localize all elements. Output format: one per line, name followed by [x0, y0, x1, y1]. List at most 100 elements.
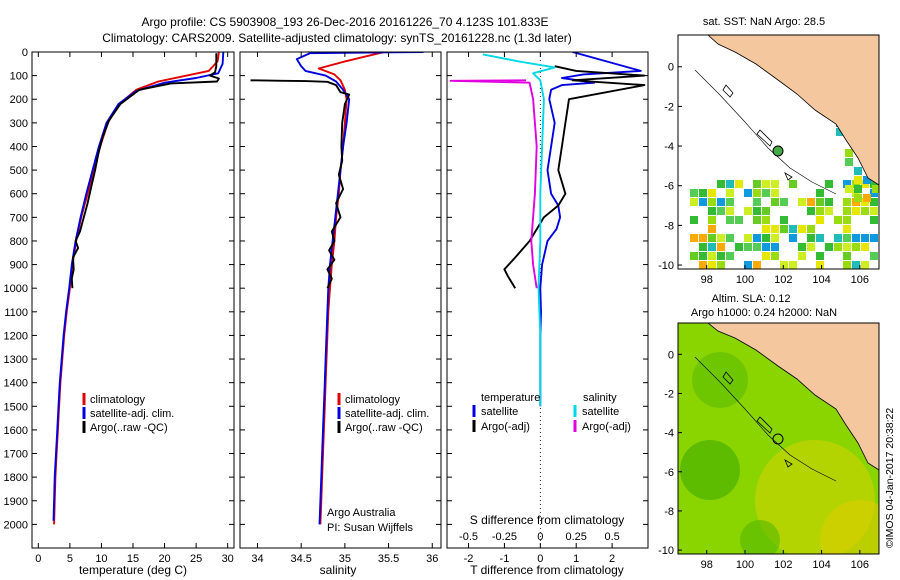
sst-cell	[699, 198, 707, 206]
sla-low-patch-2	[692, 352, 748, 408]
sst-cell	[699, 252, 707, 260]
sst-cell	[852, 234, 860, 242]
x-tick-label: 35.5	[378, 553, 399, 565]
sst-cell	[843, 243, 851, 251]
sst-cell	[836, 128, 844, 136]
series-temperature-argo-adj-	[503, 65, 646, 289]
sst-cell	[780, 261, 788, 269]
sst-cell	[870, 216, 878, 224]
legend-satellite-label: satellite-adj. clim.	[90, 408, 174, 420]
sst-cell	[780, 216, 788, 224]
legend-climatology-label: climatology	[90, 394, 146, 406]
series-argo-raw-qc-	[70, 53, 220, 289]
sst-cell	[834, 243, 842, 251]
t-difference-xlabel: T difference from climatology	[470, 563, 624, 577]
difference-frame	[446, 51, 649, 549]
temperature-frame	[31, 51, 235, 549]
s-difference-label: S difference from climatology	[470, 513, 625, 527]
sst-cell	[753, 207, 761, 215]
sst-cell	[762, 180, 770, 188]
sst-cell	[753, 234, 761, 242]
x-tick-label: 15	[127, 553, 139, 565]
island-enggano	[784, 172, 793, 181]
map-x-tick-label: 104	[812, 559, 830, 571]
sst-cell	[699, 234, 707, 242]
map-x-tick-label: 100	[736, 559, 754, 571]
sst-cell	[807, 234, 815, 242]
sst-cell	[753, 216, 761, 224]
sst-cell	[762, 207, 770, 215]
legend-argo-label: Argo(..raw -QC)	[90, 422, 168, 434]
sst-cell	[690, 252, 698, 260]
map-x-tick-label: 98	[701, 559, 713, 571]
sst-cell	[845, 158, 853, 166]
legend-s-argo-label: Argo(-adj)	[582, 421, 631, 433]
x-tick-label: 10	[95, 553, 107, 565]
sst-cell	[816, 189, 824, 197]
sst-cell	[861, 243, 869, 251]
sst-cell	[843, 216, 851, 224]
depth-tick-label: 1300	[4, 354, 28, 366]
sst-cell	[854, 167, 862, 175]
map-y-tick-label: -2	[664, 101, 674, 113]
difference-legend: temperature satellite Argo(-adj) salinit…	[472, 392, 631, 433]
sla-high-patch-2	[820, 500, 879, 554]
sst-cell	[870, 198, 878, 206]
sst-cell	[771, 189, 779, 197]
annotation-argo-australia: Argo Australia	[327, 507, 396, 519]
depth-tick-label: 700	[10, 212, 28, 224]
x-tick-label: 0	[537, 553, 543, 565]
sst-cell	[726, 207, 734, 215]
sst-cell	[726, 216, 734, 224]
legend-t-satellite-label: satellite	[481, 406, 518, 418]
sst-cell	[834, 234, 842, 242]
sst-cell	[798, 243, 806, 251]
sst-cell	[699, 261, 707, 269]
sst-cell	[762, 216, 770, 224]
sst-cell	[843, 234, 851, 242]
sst-cell	[861, 207, 869, 215]
map-y-tick-label: -6	[664, 181, 674, 193]
sst-cell	[816, 261, 824, 269]
depth-tick-label: 800	[10, 236, 28, 248]
sst-cell	[708, 207, 716, 215]
sst-map-panel: sat. SST: NaN Argo: 28.5 98 100 102 104 106 0…	[658, 16, 880, 286]
sst-cell	[854, 185, 862, 193]
sst-cell	[726, 189, 734, 197]
map-x-tick-label: 102	[774, 274, 792, 286]
map-x-tick-label: 104	[812, 274, 830, 286]
depth-tick-label: 900	[10, 260, 28, 272]
s-tick-label: 0.25	[566, 531, 587, 543]
legend-argo-label: Argo(..raw -QC)	[345, 422, 423, 434]
sst-cell	[807, 207, 815, 215]
sla-map-title-2: Argo h1000: 0.24 h2000: NaN	[691, 307, 837, 319]
sst-cell	[753, 243, 761, 251]
sst-cell	[717, 252, 725, 260]
sst-cell	[735, 180, 743, 188]
legend-salinity-heading: salinity	[583, 392, 617, 404]
sst-cell	[852, 261, 860, 269]
depth-tick-label: 1600	[4, 425, 28, 437]
x-tick-label: 35	[339, 553, 351, 565]
depth-tick-label: 600	[10, 189, 28, 201]
x-tick-label: -2	[464, 553, 474, 565]
sst-cell	[816, 234, 824, 242]
sst-cell	[863, 176, 871, 184]
map-y-tick-label: 0	[668, 349, 674, 361]
depth-tick-label: 500	[10, 165, 28, 177]
sst-cell	[771, 243, 779, 251]
sst-cell	[852, 207, 860, 215]
sst-cell	[690, 198, 698, 206]
imos-credit: ©IMOS 04-Jan-2017 20:38:22	[884, 408, 896, 548]
sst-cell	[861, 261, 869, 269]
sla-map-title-1: Altim. SLA: 0.12	[712, 293, 791, 305]
series-argo-raw-qc-	[250, 79, 351, 289]
map-y-tick-label: -4	[664, 428, 674, 440]
sst-cell	[762, 243, 770, 251]
x-tick-label: 34	[251, 553, 263, 565]
sst-cell	[690, 189, 698, 197]
map-y-tick-label: -4	[664, 141, 674, 153]
argo-position-marker	[772, 433, 784, 445]
island-mentawai	[756, 416, 773, 434]
map-y-tick-label: 0	[668, 62, 674, 74]
